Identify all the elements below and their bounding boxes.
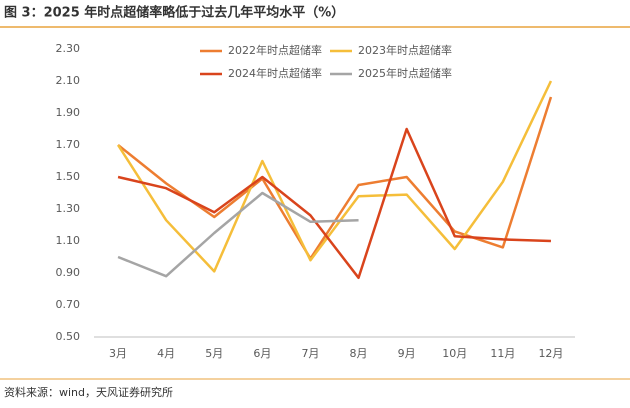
x-tick-label: 12月 (538, 347, 563, 360)
series-line (117, 96, 553, 260)
x-tick-label: 5月 (205, 347, 223, 360)
y-tick-label: 1.90 (56, 106, 81, 119)
y-tick-label: 0.90 (56, 266, 81, 279)
chart-title: 图 3：2025 年时点超储率略低于过去几年平均水平（%） (4, 5, 344, 21)
x-tick-label: 4月 (157, 347, 175, 360)
legend-label: 2023年时点超储率 (358, 43, 452, 57)
y-tick-label: 1.30 (56, 202, 81, 215)
y-tick-label: 0.50 (56, 330, 81, 343)
x-tick-label: 9月 (398, 347, 416, 360)
y-tick-label: 1.10 (56, 234, 81, 247)
legend-label: 2024年时点超储率 (228, 66, 322, 80)
x-tick-label: 11月 (490, 347, 515, 360)
y-tick-label: 0.70 (56, 298, 81, 311)
x-tick-label: 10月 (442, 347, 467, 360)
series-line (117, 191, 359, 278)
series-line (117, 127, 551, 280)
y-tick-label: 1.50 (56, 170, 81, 183)
y-tick-label: 1.70 (56, 138, 81, 151)
series-line (116, 80, 553, 273)
y-tick-label: 2.30 (56, 42, 81, 55)
source: 资料来源：wind，天风证券研究所 (4, 385, 173, 399)
x-tick-label: 6月 (253, 347, 271, 360)
x-tick-label: 3月 (109, 347, 127, 360)
legend-label: 2022年时点超储率 (228, 43, 322, 57)
y-tick-label: 2.10 (56, 74, 81, 87)
legend-label: 2025年时点超储率 (358, 66, 452, 80)
x-tick-label: 8月 (350, 347, 368, 360)
x-tick-label: 7月 (301, 347, 319, 360)
